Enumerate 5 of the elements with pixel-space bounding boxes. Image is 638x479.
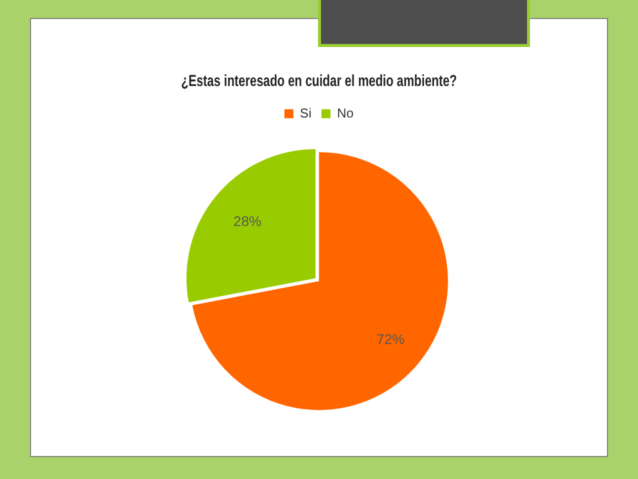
legend-label: No (336, 105, 354, 120)
legend-label: Si (300, 105, 312, 120)
chart-title: ¿Estas interesado en cuidar el medio ambiente? (181, 71, 457, 90)
data-label: 28% (233, 212, 262, 229)
data-label: 72% (376, 331, 405, 348)
